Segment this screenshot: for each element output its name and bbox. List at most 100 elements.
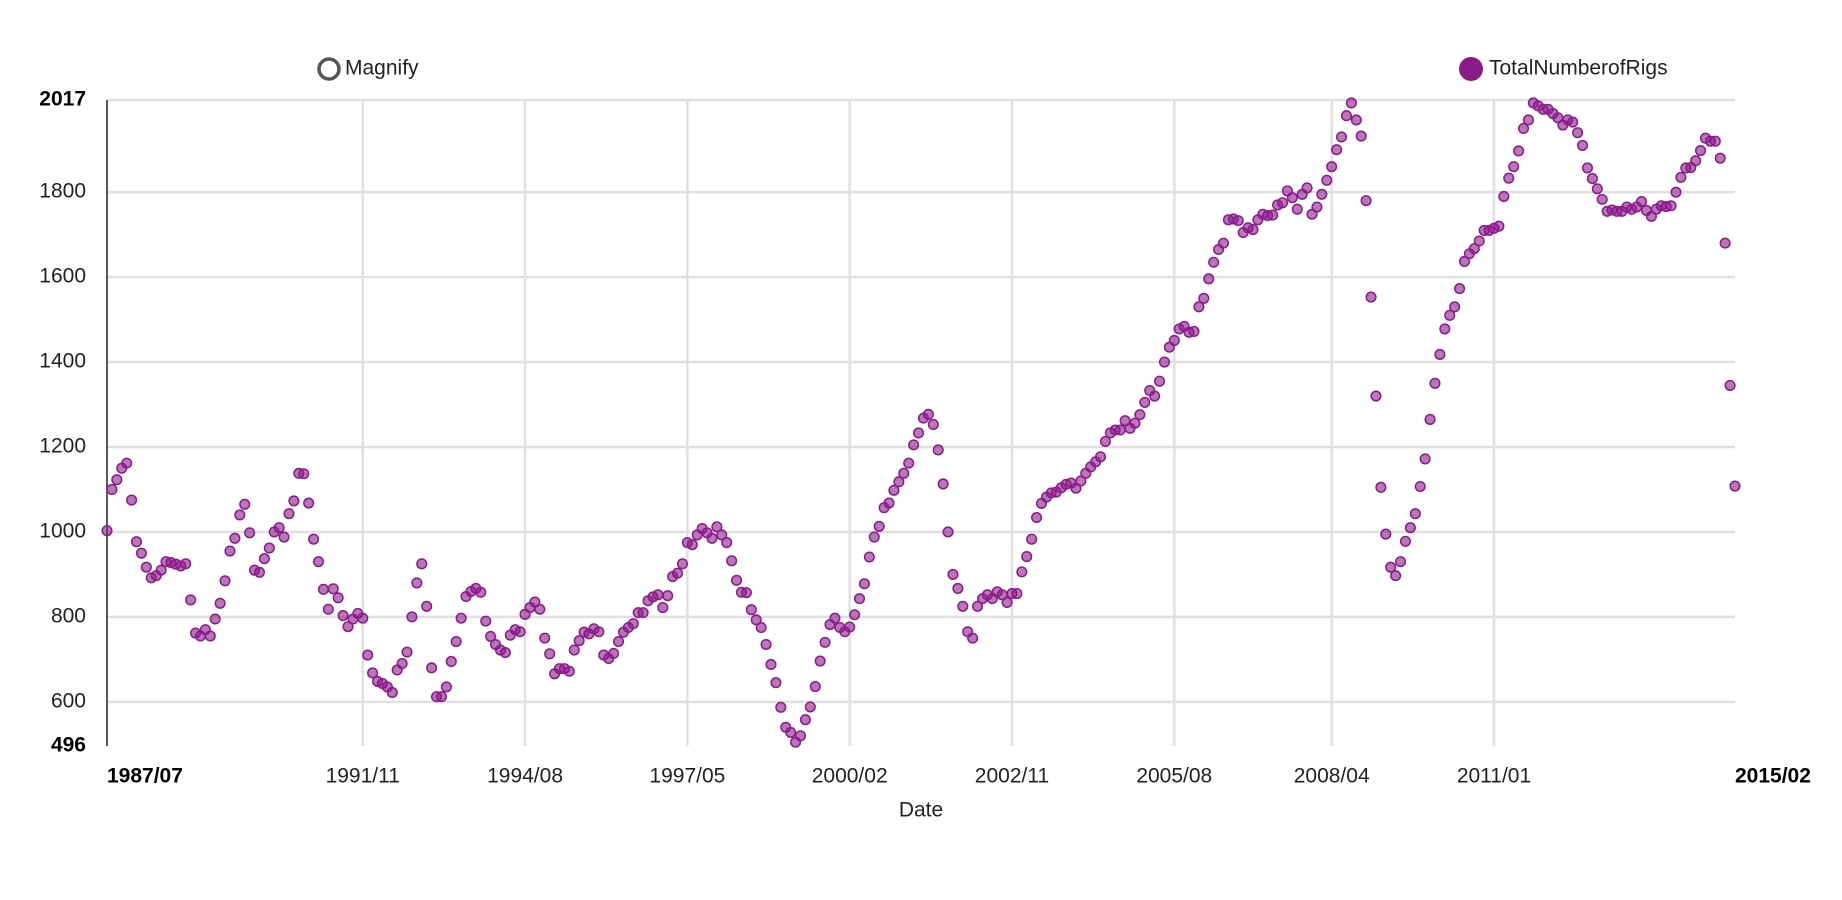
- point: [1075, 475, 1087, 487]
- point: [1129, 417, 1141, 429]
- point: [1021, 551, 1033, 563]
- point: [1695, 144, 1707, 157]
- point: [740, 587, 752, 599]
- legend-marker[interactable]: [1459, 57, 1483, 81]
- point: [1714, 152, 1726, 164]
- point: [450, 635, 462, 648]
- point: [1567, 116, 1579, 128]
- point: [1444, 309, 1456, 321]
- point: [1375, 481, 1387, 493]
- point: [755, 621, 767, 634]
- point: [1026, 533, 1038, 545]
- point: [1114, 424, 1126, 436]
- y-tick-label: 600: [51, 689, 86, 712]
- point: [686, 539, 698, 551]
- point: [273, 522, 285, 534]
- point: [750, 614, 762, 626]
- point: [1724, 379, 1736, 391]
- point: [1016, 566, 1028, 578]
- point: [1399, 535, 1412, 547]
- point: [1217, 237, 1230, 249]
- x-tick-label: 2002/11: [975, 765, 1049, 788]
- point: [126, 494, 138, 506]
- point: [1370, 390, 1382, 402]
- point: [760, 638, 772, 651]
- point: [1331, 144, 1343, 156]
- point: [1522, 114, 1534, 126]
- point: [1473, 235, 1485, 247]
- point: [1380, 528, 1392, 540]
- point: [868, 531, 880, 543]
- point: [1670, 186, 1682, 198]
- point: [1203, 273, 1215, 285]
- point: [214, 597, 226, 609]
- point: [1439, 323, 1451, 335]
- point: [849, 609, 861, 621]
- point: [829, 612, 841, 624]
- point: [662, 590, 674, 602]
- point: [1188, 325, 1200, 338]
- point: [539, 632, 551, 644]
- toggle-icon[interactable]: [317, 57, 341, 81]
- point: [1581, 162, 1593, 174]
- point: [288, 495, 300, 507]
- point: [416, 558, 428, 570]
- point: [455, 612, 467, 624]
- point: [858, 578, 870, 590]
- x-tick-label: 1987/07: [107, 765, 183, 788]
- point: [283, 508, 295, 520]
- point: [229, 532, 241, 544]
- point: [903, 457, 915, 469]
- point: [804, 701, 816, 713]
- y-tick-label: 1600: [39, 265, 86, 288]
- y-tick-label: 1200: [39, 435, 86, 458]
- point: [1267, 209, 1279, 221]
- point: [180, 558, 192, 570]
- point: [1149, 390, 1161, 402]
- point: [1350, 114, 1362, 126]
- legend-label[interactable]: TotalNumberofRigs: [1489, 57, 1668, 80]
- point: [1596, 193, 1608, 205]
- point: [185, 594, 197, 606]
- point: [1434, 348, 1446, 360]
- point: [888, 484, 900, 496]
- point: [922, 408, 934, 420]
- x-tick-label: 2015/02: [1735, 765, 1811, 788]
- point: [1345, 97, 1357, 109]
- point: [1168, 334, 1180, 346]
- point: [1729, 480, 1741, 492]
- point: [322, 603, 334, 615]
- point: [1158, 356, 1171, 368]
- y-tick-label: 496: [51, 734, 86, 757]
- point: [908, 439, 920, 451]
- point: [1419, 453, 1431, 465]
- point: [445, 655, 457, 668]
- point: [809, 680, 821, 693]
- y-tick-label: 2017: [39, 88, 86, 111]
- point: [1031, 511, 1043, 524]
- point: [1508, 161, 1520, 173]
- point: [135, 547, 147, 559]
- point: [253, 566, 266, 578]
- magnify-toggle[interactable]: Magnify: [317, 57, 419, 81]
- point: [1360, 195, 1372, 207]
- point: [1208, 256, 1220, 268]
- x-axis-label: Date: [899, 799, 943, 822]
- point: [893, 476, 905, 488]
- point: [952, 582, 964, 594]
- point: [853, 593, 866, 605]
- point: [1690, 155, 1702, 167]
- point: [1503, 172, 1515, 184]
- point: [435, 691, 448, 703]
- toggle-label[interactable]: Magnify: [345, 57, 419, 80]
- point: [426, 662, 438, 674]
- point: [794, 730, 807, 742]
- point: [1119, 415, 1131, 427]
- point: [1394, 556, 1407, 568]
- point: [1321, 174, 1333, 186]
- point: [676, 558, 689, 570]
- point: [1301, 182, 1313, 194]
- point: [258, 553, 270, 565]
- point: [396, 658, 408, 670]
